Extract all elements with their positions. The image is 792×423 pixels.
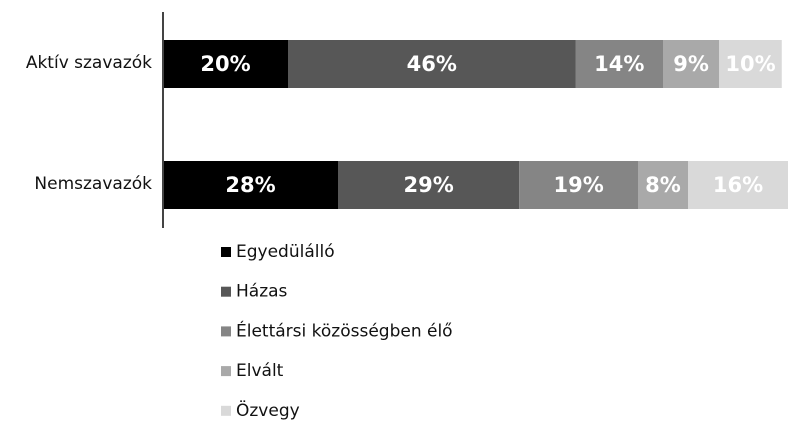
- data-label: 28%: [225, 173, 275, 197]
- legend-swatch: [221, 326, 231, 337]
- legend-label: Egyedülálló: [236, 242, 335, 262]
- data-label: 10%: [725, 52, 775, 76]
- data-label: 46%: [407, 52, 457, 76]
- data-label: 16%: [713, 173, 763, 197]
- legend-label: Özvegy: [236, 399, 300, 421]
- data-label: 9%: [673, 52, 709, 76]
- legend-swatch: [221, 405, 231, 416]
- legend-label: Elvált: [236, 361, 284, 381]
- data-label: 19%: [553, 173, 603, 197]
- legend-swatch: [221, 247, 231, 257]
- category-label: Nemszavazók: [34, 174, 152, 194]
- bar-segment: [338, 161, 520, 209]
- category-label: Aktív szavazók: [26, 53, 152, 73]
- bar-segment: [663, 40, 720, 88]
- bar-segment: [688, 161, 788, 209]
- data-label: 29%: [403, 173, 453, 197]
- bar-segment: [719, 40, 782, 88]
- legend-swatch: [221, 366, 231, 377]
- legend-swatch: [221, 286, 231, 297]
- data-label: 20%: [200, 52, 250, 76]
- bar-segment: [163, 161, 338, 209]
- bar-segment: [288, 40, 576, 88]
- bar-segment: [519, 161, 638, 209]
- data-label: 8%: [645, 173, 681, 197]
- bar-segment: [163, 40, 288, 88]
- legend-label: Élettársi közösségben élő: [236, 319, 453, 341]
- bar-segment: [638, 161, 688, 209]
- bar-segment: [575, 40, 663, 88]
- legend-label: Házas: [236, 282, 288, 302]
- data-label: 14%: [594, 52, 644, 76]
